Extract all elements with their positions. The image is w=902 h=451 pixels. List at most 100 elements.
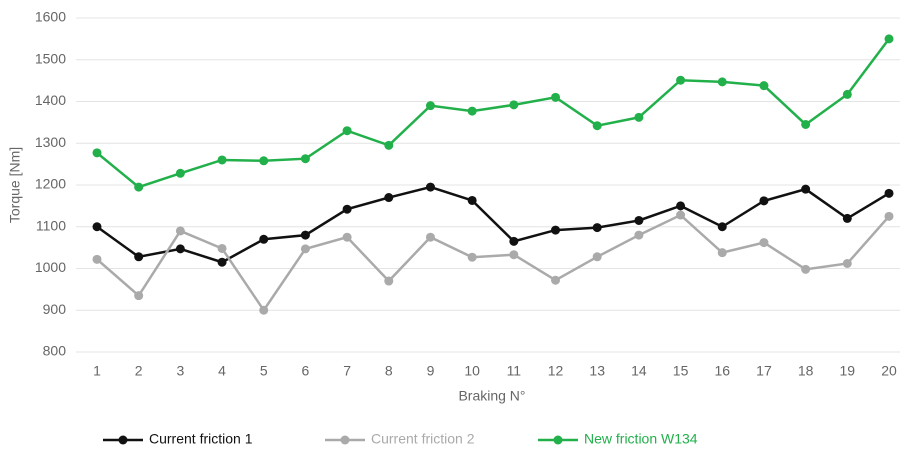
series-line [96, 213, 890, 313]
data-point [92, 148, 102, 158]
data-point [676, 201, 686, 211]
data-point [634, 112, 644, 122]
x-tick-label: 14 [631, 363, 647, 379]
data-point [551, 275, 561, 285]
data-point [217, 155, 227, 165]
x-tick-label: 7 [343, 363, 351, 379]
data-point [759, 81, 769, 91]
data-point [467, 252, 477, 262]
data-point [134, 252, 144, 262]
data-point [509, 236, 519, 246]
y-tick-label: 1600 [35, 9, 66, 25]
data-point [592, 223, 602, 233]
data-point [259, 305, 269, 315]
data-point [425, 182, 435, 192]
data-point [384, 193, 394, 203]
data-point [801, 184, 811, 194]
data-point [425, 101, 435, 111]
legend-label: Current friction 2 [371, 431, 475, 447]
legend-label: Current friction 1 [149, 431, 253, 447]
data-point [801, 264, 811, 274]
x-tick-label: 11 [507, 363, 522, 379]
data-point [634, 215, 644, 225]
data-point [551, 225, 561, 235]
data-point [509, 100, 519, 110]
data-point [259, 234, 269, 244]
series-line [96, 38, 890, 189]
legend-marker [118, 435, 128, 445]
data-point [342, 204, 352, 214]
y-tick-label: 1100 [36, 217, 66, 233]
x-tick-label: 9 [427, 363, 435, 379]
x-tick-label: 19 [840, 363, 856, 379]
x-tick-label: 18 [798, 363, 814, 379]
x-tick-label: 16 [714, 363, 730, 379]
data-point [884, 34, 894, 44]
data-point [759, 238, 769, 248]
data-point [884, 211, 894, 221]
data-point [175, 244, 185, 254]
y-tick-label: 800 [43, 343, 67, 359]
data-point [134, 291, 144, 301]
data-point [92, 254, 102, 264]
data-point [592, 121, 602, 131]
y-tick-label: 1000 [35, 259, 66, 275]
data-point [342, 126, 352, 136]
data-point [509, 250, 519, 260]
data-point [384, 276, 394, 286]
data-point [884, 188, 894, 198]
y-tick-label: 1200 [35, 176, 66, 192]
x-tick-label: 13 [589, 363, 605, 379]
data-point [551, 92, 561, 102]
legend-label: New friction W134 [584, 431, 698, 447]
y-tick-label: 1400 [35, 92, 66, 108]
data-point [717, 222, 727, 232]
x-tick-label: 20 [881, 363, 897, 379]
data-point [676, 210, 686, 220]
data-point [300, 230, 310, 240]
data-point [842, 213, 852, 223]
data-point [425, 232, 435, 242]
y-axis-label: Torque [Nm] [7, 147, 23, 223]
data-point [384, 140, 394, 150]
x-tick-label: 17 [756, 363, 772, 379]
data-point [717, 77, 727, 87]
x-tick-label: 10 [464, 363, 480, 379]
x-tick-label: 15 [673, 363, 689, 379]
data-point [342, 232, 352, 242]
x-tick-label: 4 [218, 363, 226, 379]
y-tick-label: 900 [43, 301, 67, 317]
data-point [217, 257, 227, 267]
data-point [92, 222, 102, 232]
data-point [467, 195, 477, 205]
x-tick-label: 6 [302, 363, 310, 379]
x-tick-label: 1 [93, 363, 101, 379]
data-point [134, 182, 144, 192]
data-point [175, 168, 185, 178]
data-point [467, 106, 477, 116]
y-tick-label: 1300 [35, 134, 66, 150]
data-point [300, 154, 310, 164]
data-point [676, 75, 686, 85]
x-tick-label: 3 [176, 363, 184, 379]
data-point [217, 243, 227, 253]
data-point [759, 196, 769, 206]
y-tick-label: 1500 [35, 50, 66, 66]
data-point [300, 244, 310, 254]
legend-marker [340, 435, 350, 445]
x-axis-label: Braking N° [458, 388, 525, 404]
data-point [842, 258, 852, 268]
x-tick-label: 12 [548, 363, 564, 379]
data-point [259, 156, 269, 166]
x-tick-label: 8 [385, 363, 393, 379]
series-line [96, 185, 890, 264]
data-point [592, 252, 602, 262]
legend-marker [553, 435, 563, 445]
data-point [717, 248, 727, 258]
data-point [842, 89, 852, 99]
x-tick-label: 2 [135, 363, 143, 379]
data-point [801, 119, 811, 129]
x-tick-label: 5 [260, 363, 268, 379]
data-point [634, 230, 644, 240]
